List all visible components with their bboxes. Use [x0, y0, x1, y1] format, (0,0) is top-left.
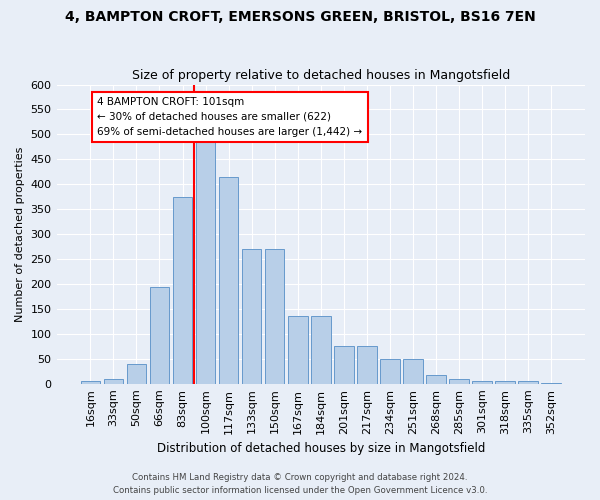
Bar — [173, 197, 193, 384]
Text: 4 BAMPTON CROFT: 101sqm
← 30% of detached houses are smaller (622)
69% of semi-d: 4 BAMPTON CROFT: 101sqm ← 30% of detache… — [97, 97, 362, 136]
Bar — [288, 316, 308, 384]
Text: 4, BAMPTON CROFT, EMERSONS GREEN, BRISTOL, BS16 7EN: 4, BAMPTON CROFT, EMERSONS GREEN, BRISTO… — [65, 10, 535, 24]
Bar — [311, 316, 331, 384]
Bar — [496, 382, 515, 384]
Bar — [449, 379, 469, 384]
Bar — [80, 382, 100, 384]
Bar — [196, 140, 215, 384]
Bar — [380, 359, 400, 384]
Bar — [357, 346, 377, 384]
Bar — [518, 382, 538, 384]
Y-axis label: Number of detached properties: Number of detached properties — [15, 146, 25, 322]
Bar — [334, 346, 353, 384]
Text: Contains HM Land Registry data © Crown copyright and database right 2024.
Contai: Contains HM Land Registry data © Crown c… — [113, 474, 487, 495]
Bar — [104, 379, 123, 384]
Bar — [149, 286, 169, 384]
X-axis label: Distribution of detached houses by size in Mangotsfield: Distribution of detached houses by size … — [157, 442, 485, 455]
Bar — [426, 376, 446, 384]
Bar — [265, 249, 284, 384]
Bar — [127, 364, 146, 384]
Bar — [242, 249, 262, 384]
Title: Size of property relative to detached houses in Mangotsfield: Size of property relative to detached ho… — [131, 69, 510, 82]
Bar — [219, 177, 238, 384]
Bar — [472, 382, 492, 384]
Bar — [541, 383, 561, 384]
Bar — [403, 359, 423, 384]
